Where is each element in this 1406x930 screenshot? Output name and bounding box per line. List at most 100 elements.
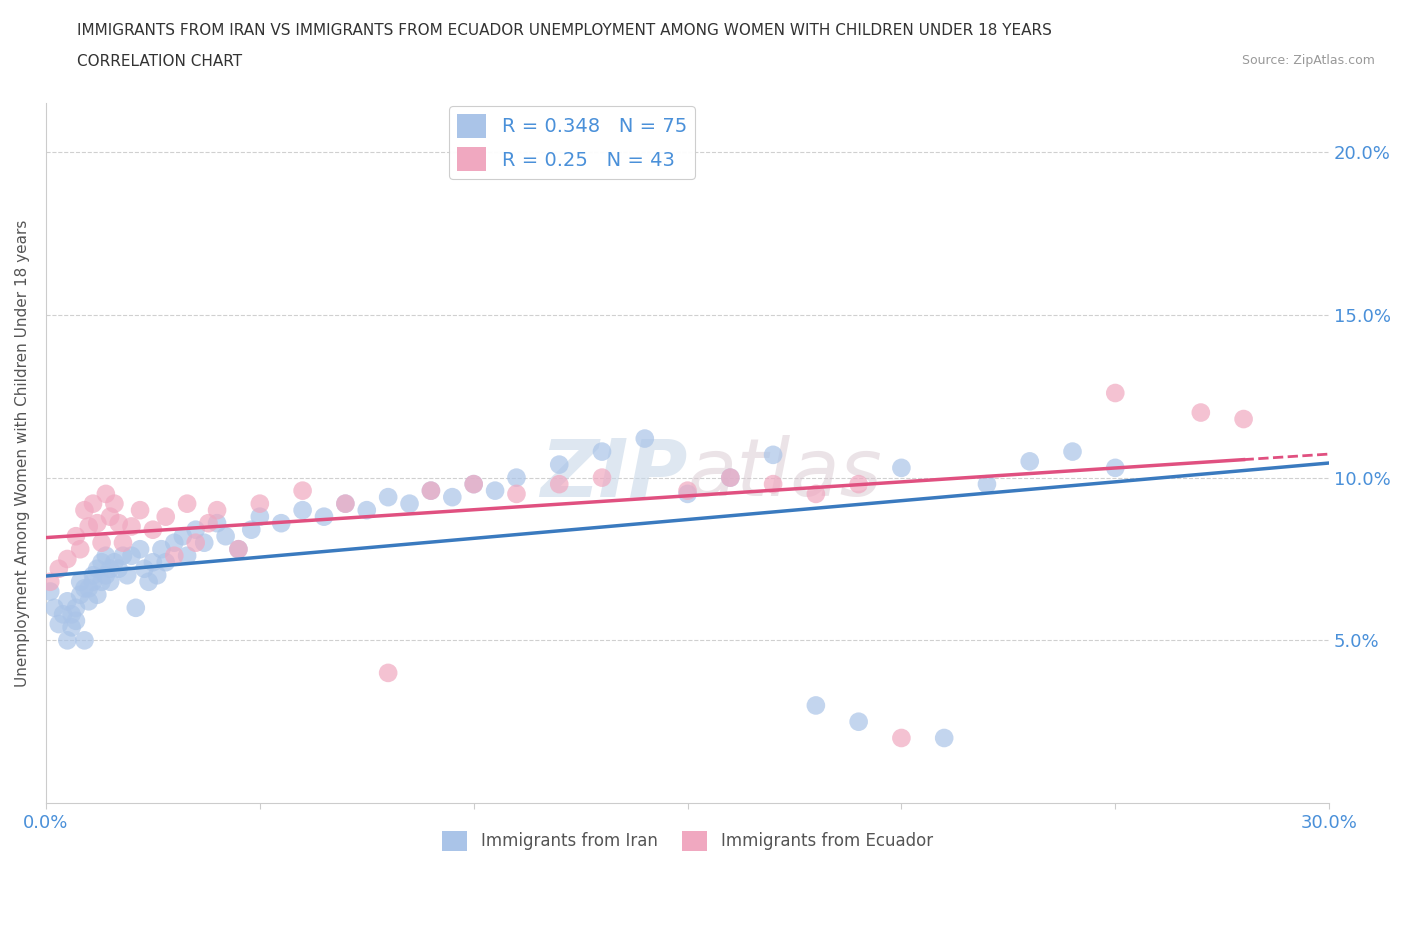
Text: IMMIGRANTS FROM IRAN VS IMMIGRANTS FROM ECUADOR UNEMPLOYMENT AMONG WOMEN WITH CH: IMMIGRANTS FROM IRAN VS IMMIGRANTS FROM …	[77, 23, 1052, 38]
Point	[94, 549, 117, 564]
Text: ZIP: ZIP	[540, 435, 688, 513]
Point	[82, 568, 104, 583]
Point	[228, 542, 250, 557]
Point	[335, 497, 357, 512]
Point	[172, 529, 194, 544]
Point	[134, 562, 156, 577]
Point	[205, 503, 228, 518]
Point	[270, 516, 292, 531]
Point	[176, 497, 198, 512]
Point	[291, 484, 314, 498]
Point	[505, 486, 527, 501]
Point	[111, 549, 134, 564]
Point	[107, 562, 129, 577]
Point	[65, 614, 87, 629]
Point	[60, 620, 83, 635]
Point	[398, 497, 420, 512]
Point	[103, 497, 125, 512]
Point	[107, 516, 129, 531]
Point	[82, 497, 104, 512]
Point	[1189, 405, 1212, 420]
Point	[60, 607, 83, 622]
Point	[1062, 445, 1084, 459]
Point	[419, 484, 441, 498]
Point	[548, 477, 571, 492]
Point	[115, 568, 138, 583]
Point	[48, 562, 70, 577]
Legend: Immigrants from Iran, Immigrants from Ecuador: Immigrants from Iran, Immigrants from Ec…	[436, 824, 939, 857]
Point	[1232, 412, 1254, 427]
Point	[82, 575, 104, 590]
Point	[762, 477, 785, 492]
Point	[848, 477, 870, 492]
Point	[86, 562, 108, 577]
Point	[65, 601, 87, 616]
Point	[90, 575, 112, 590]
Point	[505, 471, 527, 485]
Point	[718, 471, 741, 485]
Point	[484, 484, 506, 498]
Point	[676, 486, 699, 501]
Point	[94, 486, 117, 501]
Point	[463, 477, 485, 492]
Point	[111, 536, 134, 551]
Point	[193, 536, 215, 551]
Point	[129, 542, 152, 557]
Point	[98, 510, 121, 525]
Point	[77, 594, 100, 609]
Point	[463, 477, 485, 492]
Point	[1018, 454, 1040, 469]
Point	[155, 555, 177, 570]
Point	[48, 617, 70, 631]
Point	[205, 516, 228, 531]
Point	[291, 503, 314, 518]
Point	[155, 510, 177, 525]
Point	[65, 529, 87, 544]
Point	[129, 503, 152, 518]
Point	[69, 542, 91, 557]
Point	[1104, 460, 1126, 475]
Point	[441, 490, 464, 505]
Text: Source: ZipAtlas.com: Source: ZipAtlas.com	[1241, 54, 1375, 67]
Point	[98, 562, 121, 577]
Point	[94, 568, 117, 583]
Point	[335, 497, 357, 512]
Point	[77, 519, 100, 534]
Point	[377, 490, 399, 505]
Point	[39, 584, 62, 599]
Point	[146, 568, 169, 583]
Point	[377, 666, 399, 681]
Point	[39, 575, 62, 590]
Point	[142, 555, 165, 570]
Point	[548, 458, 571, 472]
Point	[90, 536, 112, 551]
Point	[762, 447, 785, 462]
Point	[676, 484, 699, 498]
Text: atlas: atlas	[688, 435, 883, 513]
Point	[56, 633, 79, 648]
Point	[121, 549, 143, 564]
Point	[150, 542, 173, 557]
Point	[90, 555, 112, 570]
Point	[73, 633, 96, 648]
Text: CORRELATION CHART: CORRELATION CHART	[77, 54, 242, 69]
Point	[86, 588, 108, 603]
Point	[890, 731, 912, 746]
Point	[176, 549, 198, 564]
Point	[69, 588, 91, 603]
Point	[86, 516, 108, 531]
Point	[184, 536, 207, 551]
Point	[138, 575, 160, 590]
Point	[52, 607, 75, 622]
Point	[197, 516, 219, 531]
Point	[121, 519, 143, 534]
Point	[804, 698, 827, 713]
Point	[934, 731, 956, 746]
Point	[240, 523, 263, 538]
Point	[163, 549, 186, 564]
Point	[56, 594, 79, 609]
Point	[73, 503, 96, 518]
Point	[634, 432, 657, 446]
Point	[1104, 386, 1126, 401]
Point	[312, 510, 335, 525]
